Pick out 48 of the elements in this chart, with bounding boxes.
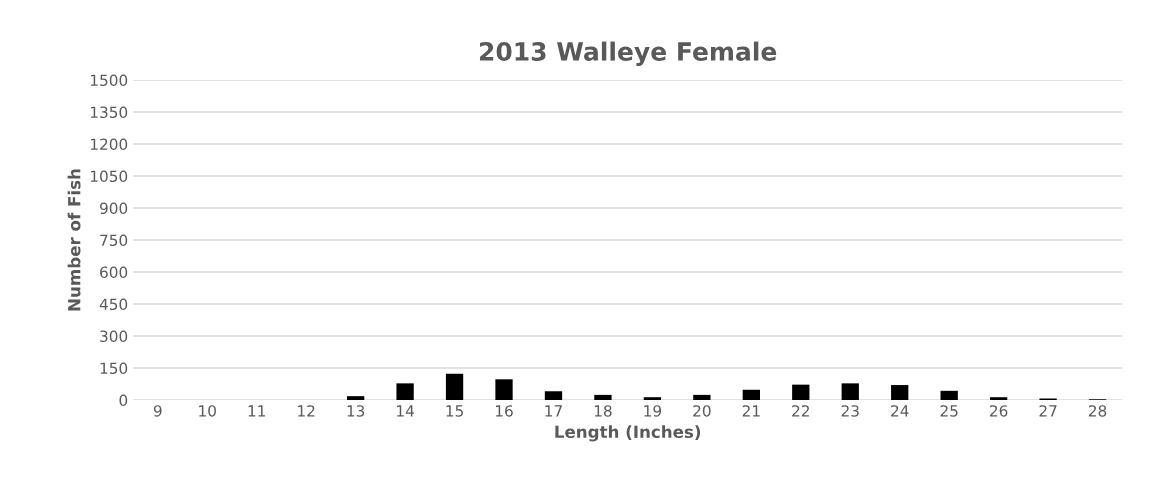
bar (594, 394, 612, 400)
x-tick-label: 24 (891, 405, 909, 417)
y-tick-label: 600 (100, 266, 128, 279)
x-tick-label: 27 (1039, 405, 1057, 417)
y-tick-label: 1500 (90, 74, 128, 87)
bar (396, 383, 414, 400)
x-tick-label: 20 (693, 405, 711, 417)
y-tick-label: 0 (119, 394, 128, 407)
y-tick-label: 1350 (90, 106, 128, 119)
bar (940, 390, 958, 400)
x-tick-label: 28 (1088, 405, 1107, 417)
x-tick-label: 17 (545, 405, 562, 417)
bar (742, 389, 760, 400)
x-tick-label: 9 (153, 405, 162, 417)
x-tick-label: 15 (446, 405, 463, 417)
bar (495, 379, 513, 400)
y-axis-title: Number of Fish (67, 169, 81, 311)
bar (989, 397, 1008, 400)
chart-title: 2013 Walleye Female (479, 41, 777, 66)
x-tick-label: 12 (298, 405, 315, 417)
bar (643, 397, 662, 400)
y-tick-label: 750 (100, 234, 128, 247)
x-axis-title: Length (Inches) (555, 425, 701, 442)
bar (544, 391, 563, 400)
x-tick-label: 21 (742, 405, 760, 417)
bar (792, 384, 810, 400)
bar (346, 396, 365, 400)
x-tick-label: 14 (397, 405, 414, 417)
x-tick-label: 13 (347, 405, 365, 417)
y-tick-label: 900 (99, 202, 128, 215)
y-tick-label: 450 (99, 298, 128, 311)
x-tick-label: 11 (248, 405, 266, 417)
bar (891, 385, 909, 400)
y-tick-label: 1050 (90, 170, 128, 183)
bar (693, 394, 711, 400)
x-tick-label: 10 (199, 405, 216, 417)
bar (445, 373, 464, 400)
y-tick-label: 1200 (90, 138, 128, 151)
x-tick-label: 16 (495, 405, 513, 417)
y-tick-label: 300 (100, 330, 128, 343)
x-tick-label: 25 (940, 405, 958, 417)
x-tick-label: 26 (990, 405, 1008, 417)
x-tick-label: 23 (841, 405, 859, 417)
y-tick-label: 150 (100, 362, 128, 375)
x-tick-label: 18 (594, 405, 612, 417)
x-tick-label: 22 (792, 405, 809, 417)
x-tick-label: 19 (644, 405, 662, 417)
bar (841, 383, 859, 400)
